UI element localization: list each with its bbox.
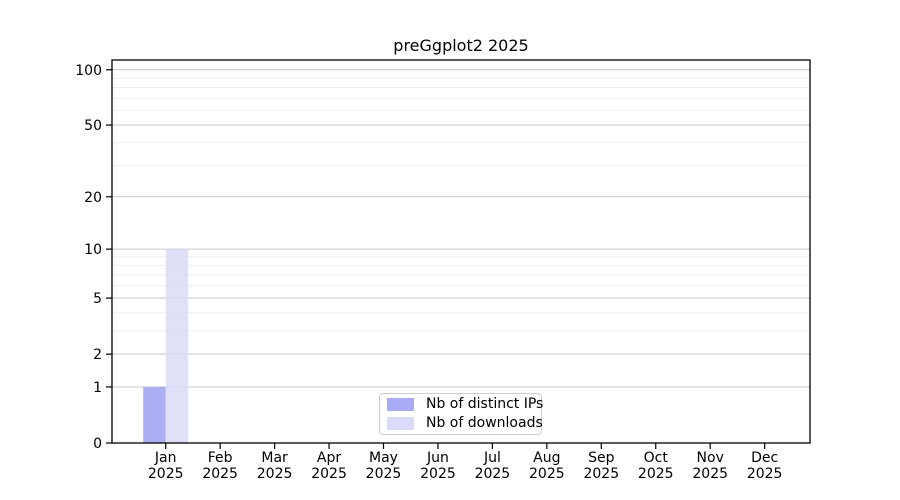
x-tick-label-year: 2025 bbox=[638, 466, 674, 482]
x-tick-label-year: 2025 bbox=[692, 466, 728, 482]
x-tick-label-year: 2025 bbox=[202, 466, 238, 482]
x-tick-label-year: 2025 bbox=[420, 466, 456, 482]
x-tick-label-month: Oct bbox=[644, 450, 669, 466]
x-tick-label-month: Jan bbox=[154, 450, 177, 466]
x-tick-label-month: Jun bbox=[426, 450, 449, 466]
x-tick-label-year: 2025 bbox=[311, 466, 347, 482]
y-tick-label: 1 bbox=[93, 380, 102, 396]
y-tick-label: 100 bbox=[75, 63, 102, 79]
x-tick-label-month: Apr bbox=[317, 450, 341, 466]
x-tick-label-month: Mar bbox=[261, 450, 288, 466]
x-tick-label-month: Dec bbox=[751, 450, 778, 466]
x-tick-label-year: 2025 bbox=[529, 466, 565, 482]
x-tick-label-year: 2025 bbox=[747, 466, 783, 482]
x-tick-label-month: Aug bbox=[533, 450, 560, 466]
x-axis-labels: Jan2025Feb2025Mar2025Apr2025May2025Jun20… bbox=[148, 443, 783, 482]
plot-border bbox=[111, 59, 811, 444]
legend: Nb of distinct IPs Nb of downloads bbox=[379, 393, 544, 435]
legend-label: Nb of downloads bbox=[426, 415, 543, 431]
x-tick-label-year: 2025 bbox=[475, 466, 511, 482]
legend-swatch bbox=[387, 398, 414, 411]
x-tick-label-month: Feb bbox=[208, 450, 233, 466]
chart-title: preGgplot2 2025 bbox=[393, 36, 529, 55]
x-tick-label-month: Nov bbox=[697, 450, 724, 466]
bar bbox=[165, 249, 189, 443]
legend-label: Nb of distinct IPs bbox=[426, 396, 544, 412]
grid-major bbox=[112, 69, 810, 388]
legend-swatch bbox=[387, 417, 414, 430]
y-tick-label: 5 bbox=[93, 291, 102, 307]
grid-minor bbox=[112, 77, 810, 332]
y-tick-label: 50 bbox=[84, 118, 102, 134]
x-tick-label-month: Sep bbox=[588, 450, 615, 466]
bars-group bbox=[143, 249, 189, 443]
x-tick-label-year: 2025 bbox=[366, 466, 402, 482]
legend-item: Nb of downloads bbox=[387, 415, 543, 432]
y-tick-label: 20 bbox=[84, 190, 102, 206]
x-tick-label-year: 2025 bbox=[583, 466, 619, 482]
x-tick-label-month: Jul bbox=[483, 450, 501, 466]
y-axis-ticks: 0 1 2 5 10 20 50 100 bbox=[75, 63, 112, 452]
y-tick-label: 2 bbox=[93, 347, 102, 363]
bar bbox=[143, 386, 166, 443]
x-tick-label-year: 2025 bbox=[148, 466, 184, 482]
y-tick-label: 10 bbox=[84, 242, 102, 258]
x-tick-label-year: 2025 bbox=[257, 466, 293, 482]
x-tick-label-month: May bbox=[369, 450, 398, 466]
legend-item: Nb of distinct IPs bbox=[387, 396, 544, 413]
y-tick-label: 0 bbox=[93, 436, 102, 452]
